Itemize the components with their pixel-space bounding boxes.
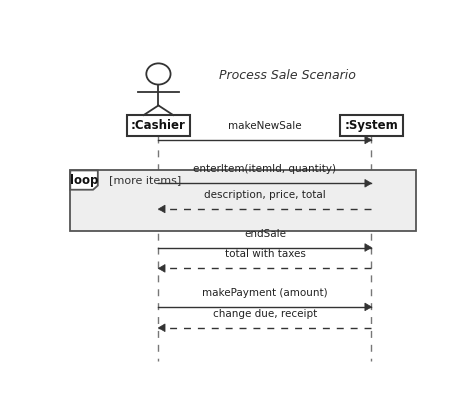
Text: :System: :System [345,119,398,132]
Polygon shape [365,244,372,251]
Text: loop: loop [70,173,98,186]
Polygon shape [158,205,165,213]
Text: Process Sale Scenario: Process Sale Scenario [219,69,356,82]
Bar [70,171,416,231]
Polygon shape [158,264,165,272]
Bar [340,115,403,136]
Polygon shape [158,324,165,332]
Text: enterItem(itemId, quantity): enterItem(itemId, quantity) [193,164,337,174]
Text: total with taxes: total with taxes [225,249,305,259]
Text: endSale: endSale [244,229,286,239]
Polygon shape [70,171,98,190]
Text: makePayment (amount): makePayment (amount) [202,288,328,298]
Bar [127,115,190,136]
Polygon shape [365,303,372,311]
Text: change due, receipt: change due, receipt [213,309,317,319]
Text: description, price, total: description, price, total [204,190,326,200]
Text: :Cashier: :Cashier [131,119,186,132]
Text: [more items]: [more items] [109,175,181,185]
Polygon shape [365,179,372,187]
Polygon shape [365,136,372,144]
Text: makeNewSale: makeNewSale [228,121,302,131]
